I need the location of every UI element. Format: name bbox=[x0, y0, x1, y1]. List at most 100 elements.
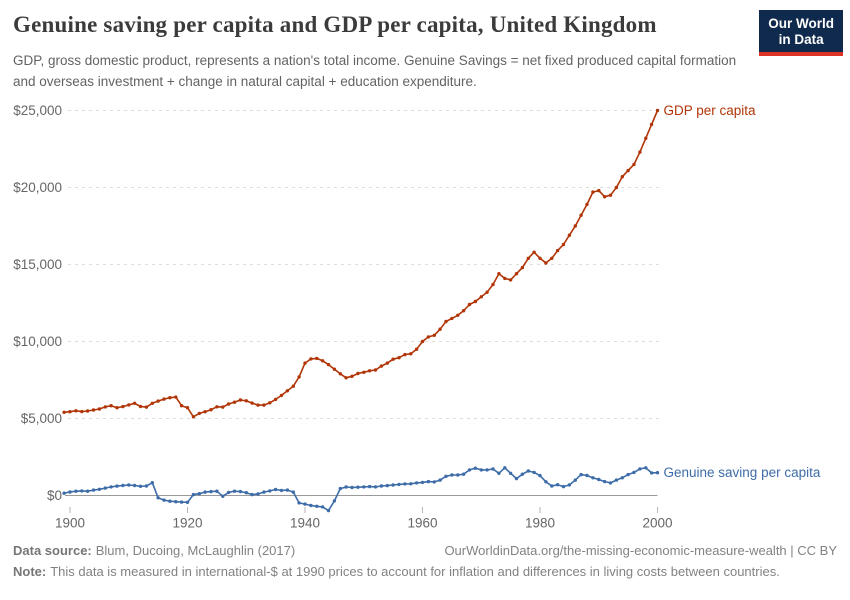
data-point bbox=[573, 224, 577, 228]
data-point bbox=[138, 404, 143, 409]
data-point bbox=[561, 484, 566, 489]
data-point bbox=[491, 282, 495, 287]
data-point bbox=[232, 400, 237, 404]
data-point bbox=[221, 494, 225, 498]
x-tick-label: 1900 bbox=[55, 516, 85, 531]
y-tick-label: $5,000 bbox=[21, 411, 62, 426]
data-point bbox=[367, 369, 372, 373]
data-point bbox=[109, 485, 113, 489]
data-point bbox=[191, 492, 196, 497]
data-point bbox=[456, 313, 460, 317]
data-point bbox=[544, 480, 548, 484]
data-point bbox=[85, 409, 90, 413]
data-point bbox=[620, 476, 624, 480]
data-point bbox=[409, 352, 413, 356]
data-point bbox=[185, 500, 190, 504]
data-point bbox=[573, 478, 577, 482]
data-point bbox=[456, 473, 460, 477]
data-point bbox=[638, 467, 642, 471]
data-point bbox=[150, 481, 154, 485]
footer-row-note: Note: This data is measured in internatio… bbox=[13, 564, 837, 579]
data-point bbox=[602, 195, 607, 199]
data-point bbox=[168, 396, 172, 400]
data-point bbox=[602, 479, 607, 484]
data-point bbox=[655, 471, 660, 475]
data-point bbox=[291, 490, 295, 494]
data-point bbox=[403, 482, 407, 486]
data-point bbox=[373, 368, 378, 372]
data-point bbox=[632, 162, 636, 167]
data-point bbox=[215, 489, 219, 493]
data-point bbox=[74, 409, 78, 413]
data-point bbox=[608, 481, 613, 485]
data-point bbox=[315, 504, 319, 508]
chart-subtitle: GDP, gross domestic product, represents … bbox=[13, 53, 737, 89]
data-point bbox=[303, 361, 307, 365]
data-point bbox=[215, 405, 219, 409]
data-point bbox=[132, 401, 137, 405]
data-point bbox=[326, 362, 331, 367]
data-point bbox=[514, 476, 519, 481]
data-point bbox=[91, 408, 96, 412]
data-point bbox=[467, 302, 472, 307]
data-point bbox=[403, 352, 407, 357]
data-point bbox=[626, 168, 630, 173]
data-point bbox=[109, 404, 113, 408]
data-point bbox=[226, 402, 231, 406]
data-point bbox=[162, 397, 166, 401]
data-point bbox=[450, 473, 454, 477]
data-point bbox=[479, 468, 483, 472]
data-point bbox=[356, 485, 360, 489]
data-point bbox=[597, 188, 601, 193]
data-point bbox=[473, 299, 478, 304]
data-point bbox=[203, 490, 207, 494]
data-point bbox=[97, 487, 102, 491]
data-point bbox=[344, 376, 348, 380]
data-point bbox=[185, 406, 190, 410]
data-point bbox=[555, 248, 560, 253]
data-point bbox=[503, 276, 507, 281]
data-point bbox=[649, 122, 654, 127]
data-point bbox=[268, 489, 272, 493]
data-point bbox=[338, 486, 342, 491]
data-point bbox=[614, 478, 619, 482]
data-point bbox=[332, 367, 337, 371]
data-point bbox=[438, 327, 442, 331]
data-point bbox=[179, 500, 184, 504]
data-point bbox=[632, 470, 636, 475]
data-point bbox=[268, 401, 272, 405]
y-tick-label: $20,000 bbox=[13, 180, 62, 195]
data-point bbox=[197, 492, 201, 496]
data-point bbox=[467, 468, 472, 472]
data-point bbox=[68, 410, 72, 414]
data-point bbox=[614, 185, 619, 190]
data-point bbox=[420, 339, 425, 344]
data-point bbox=[520, 265, 525, 270]
data-point bbox=[585, 473, 589, 478]
data-point bbox=[303, 502, 307, 506]
data-point bbox=[638, 150, 642, 154]
data-point bbox=[508, 278, 513, 282]
data-point bbox=[538, 473, 542, 478]
data-point bbox=[103, 405, 108, 409]
data-point bbox=[256, 403, 260, 407]
data-point bbox=[520, 472, 525, 476]
data-point bbox=[315, 356, 319, 361]
data-point bbox=[197, 411, 201, 416]
data-point bbox=[503, 466, 507, 470]
owid-url-link[interactable]: OurWorldinData.org/the-missing-economic-… bbox=[444, 543, 837, 558]
note-text: This data is measured in international-$… bbox=[50, 564, 780, 579]
data-point bbox=[432, 333, 436, 337]
data-point bbox=[168, 499, 172, 503]
data-point bbox=[362, 370, 366, 374]
data-point bbox=[80, 409, 84, 414]
data-source-line: Data source: Blum, Ducoing, McLaughlin (2… bbox=[13, 543, 295, 558]
data-point bbox=[397, 356, 401, 360]
data-point bbox=[620, 175, 624, 179]
data-point bbox=[338, 372, 342, 376]
data-point bbox=[497, 272, 501, 276]
data-source-text: Blum, Ducoing, McLaughlin (2017) bbox=[95, 543, 296, 558]
x-tick-label: 1960 bbox=[407, 516, 437, 531]
data-point bbox=[409, 482, 413, 486]
y-tick-label: $0 bbox=[47, 488, 62, 503]
